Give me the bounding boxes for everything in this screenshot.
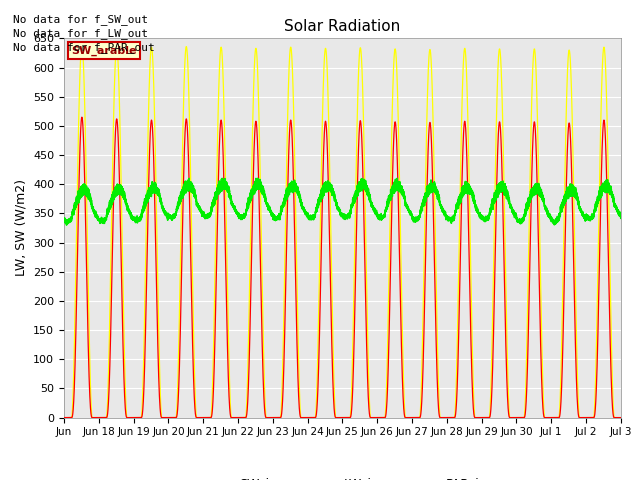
Y-axis label: LW, SW (W/m2): LW, SW (W/m2)	[15, 180, 28, 276]
Text: No data for f_SW_out: No data for f_SW_out	[13, 13, 148, 24]
Title: Solar Radiation: Solar Radiation	[284, 20, 401, 35]
Text: No data for f_LW_out: No data for f_LW_out	[13, 28, 148, 39]
Legend: SW_in, LW_in, PAR_in: SW_in, LW_in, PAR_in	[193, 472, 492, 480]
Text: No data for f_PAR_out: No data for f_PAR_out	[13, 42, 154, 53]
Text: SW_arable: SW_arable	[71, 45, 136, 56]
